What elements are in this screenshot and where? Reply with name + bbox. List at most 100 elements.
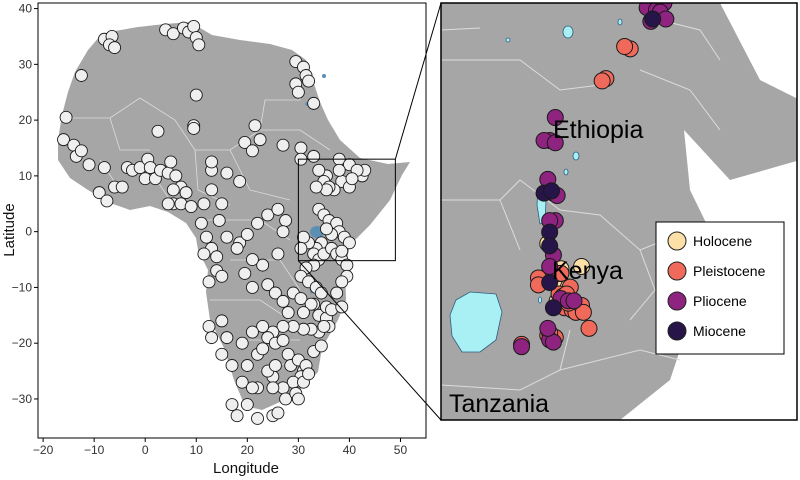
legend-label-miocene: Miocene xyxy=(693,323,746,339)
site-point xyxy=(100,194,114,208)
site-point xyxy=(230,241,244,255)
site-point xyxy=(307,96,321,110)
legend-item-pliocene: Pliocene xyxy=(667,291,747,311)
fossil-site-pliocene xyxy=(539,319,557,337)
site-point xyxy=(304,297,318,311)
site-point xyxy=(74,144,88,158)
site-point xyxy=(279,392,293,406)
inset-fossil-sites xyxy=(513,3,675,356)
site-point xyxy=(256,342,270,356)
site-point xyxy=(166,183,180,197)
main-map-panel: −20 −10 0 10 20 30 40 50 −30 −20 −10 0 10 20 30 40 Lon… xyxy=(1,2,427,477)
site-point xyxy=(307,149,321,163)
y-tick-label: 10 xyxy=(19,169,33,183)
site-point xyxy=(276,320,290,333)
site-point xyxy=(57,133,70,147)
x-tick-label: 40 xyxy=(343,443,357,457)
site-point xyxy=(166,27,180,41)
inset-borders xyxy=(441,19,721,391)
site-point xyxy=(238,267,252,280)
site-point xyxy=(276,225,290,239)
main-map-sites xyxy=(57,19,372,425)
y-tick-label: 30 xyxy=(19,57,33,71)
label-kenya: Kenya xyxy=(552,257,623,285)
site-point xyxy=(235,375,249,389)
site-point xyxy=(59,110,73,124)
site-point xyxy=(294,241,308,255)
site-point xyxy=(276,294,290,308)
site-point xyxy=(276,333,290,347)
ocean-north xyxy=(720,3,797,99)
legend-swatch-miocene xyxy=(667,321,687,341)
site-point xyxy=(314,339,328,353)
site-point xyxy=(97,161,111,174)
site-point xyxy=(245,253,259,266)
site-point xyxy=(245,381,259,395)
site-point xyxy=(245,144,259,158)
site-point xyxy=(240,398,254,411)
site-point xyxy=(279,214,293,227)
fossil-site-pleistocene xyxy=(580,319,598,337)
x-tick-label: 10 xyxy=(190,443,204,457)
site-point xyxy=(281,306,295,319)
site-point xyxy=(230,409,244,423)
site-point xyxy=(335,244,349,258)
site-point xyxy=(345,172,359,186)
legend-swatch-holocene xyxy=(667,231,687,251)
fossil-site-pliocene xyxy=(513,338,531,356)
fossil-site-pliocene xyxy=(546,134,564,152)
site-point xyxy=(240,227,254,241)
site-point xyxy=(330,286,344,300)
site-point xyxy=(197,247,211,261)
site-point xyxy=(266,381,280,395)
site-point xyxy=(184,200,198,214)
site-point xyxy=(261,278,275,292)
site-point xyxy=(240,359,254,372)
fossil-site-pleistocene xyxy=(616,38,634,56)
fossil-site-pliocene xyxy=(565,292,583,310)
site-point xyxy=(342,236,356,250)
site-point xyxy=(312,163,326,177)
fossil-site-miocene xyxy=(644,10,662,28)
x-tick-label: −10 xyxy=(84,443,105,457)
y-tick-label: −30 xyxy=(12,392,33,406)
site-point xyxy=(220,230,234,244)
site-point xyxy=(271,247,285,261)
y-tick-label: 20 xyxy=(19,113,33,127)
site-point xyxy=(202,275,216,289)
site-point xyxy=(151,124,165,138)
fossil-site-miocene xyxy=(543,182,561,200)
site-point xyxy=(74,69,88,82)
site-point xyxy=(245,280,259,294)
site-point xyxy=(276,138,290,152)
site-point xyxy=(215,197,229,211)
inset-map-panel: Ethiopia Kenya Tanzania Holocene Pleisto… xyxy=(440,2,798,421)
site-point xyxy=(294,141,308,155)
site-point xyxy=(302,74,316,88)
legend-swatch-pleistocene xyxy=(667,261,687,281)
main-plot-frame xyxy=(37,2,427,439)
site-point xyxy=(245,325,259,339)
label-ethiopia: Ethiopia xyxy=(553,116,643,144)
x-tick-label: 0 xyxy=(142,443,149,457)
fossil-site-pliocene xyxy=(546,109,564,127)
inset-connector-lines xyxy=(297,2,442,421)
site-point xyxy=(253,133,267,147)
site-point xyxy=(309,180,323,194)
site-point xyxy=(268,359,282,372)
site-point xyxy=(297,306,310,319)
site-point xyxy=(319,222,333,236)
site-point xyxy=(220,166,234,180)
site-point xyxy=(225,398,239,411)
site-point xyxy=(220,331,234,345)
x-tick-label: 50 xyxy=(394,443,408,457)
site-point xyxy=(202,320,216,333)
fossil-site-pleistocene xyxy=(593,72,611,90)
site-point xyxy=(108,41,122,55)
site-point xyxy=(187,19,201,33)
legend-item-miocene: Miocene xyxy=(667,321,746,341)
site-point xyxy=(251,412,264,425)
site-point xyxy=(332,163,346,177)
legend: Holocene Pleistocene Pliocene Miocene xyxy=(655,221,785,355)
